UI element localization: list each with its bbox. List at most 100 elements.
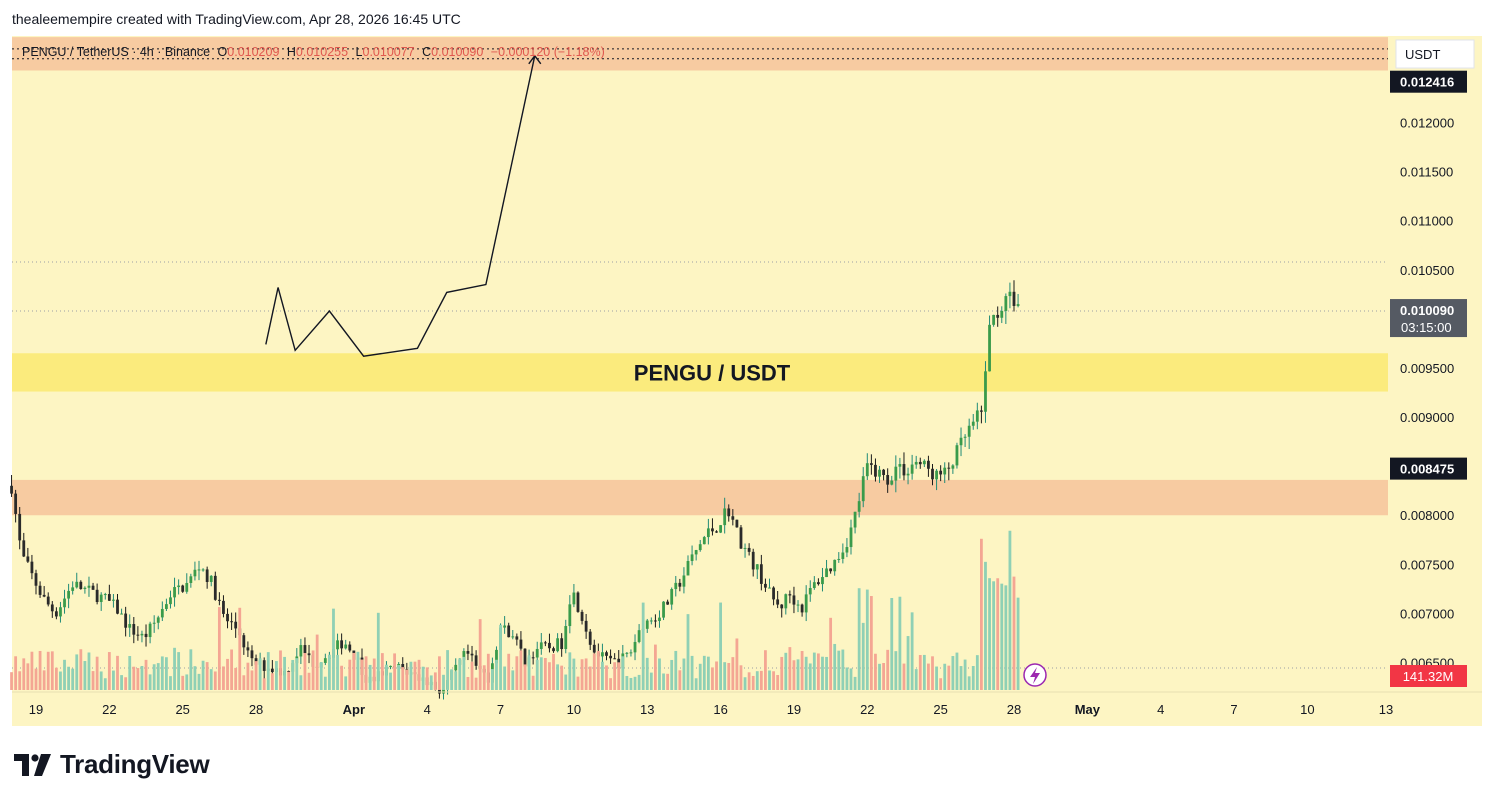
volume-bar	[499, 624, 502, 690]
candle-body	[951, 465, 955, 469]
volume-bar	[201, 660, 205, 690]
candle-body	[804, 594, 808, 613]
candle-body	[539, 642, 543, 649]
candle-body	[140, 633, 144, 636]
candle-body	[768, 587, 771, 589]
volume-bar	[185, 674, 189, 690]
volume-bar	[706, 656, 710, 690]
candle-body	[344, 644, 348, 649]
candle-body	[955, 445, 959, 466]
candle-body	[10, 485, 13, 494]
candle-body	[609, 655, 612, 659]
candle-body	[132, 624, 136, 635]
volume-bar	[886, 649, 890, 690]
volume-bar	[10, 672, 13, 690]
candle-body	[75, 581, 79, 588]
candle-body	[764, 583, 767, 588]
x-tick-label: 13	[640, 702, 654, 717]
candle-body	[939, 470, 943, 475]
candle-body	[160, 608, 164, 618]
volume-bar	[14, 656, 18, 690]
volume-bar	[658, 658, 661, 690]
volume-bar	[352, 652, 356, 690]
volume-bar	[527, 655, 531, 690]
projection-arrowhead	[528, 54, 542, 65]
candle-body	[401, 663, 405, 670]
currency-label: USDT	[1405, 47, 1440, 62]
volume-bar	[242, 675, 246, 690]
volume-bar	[963, 659, 967, 690]
volume-bar	[46, 651, 50, 690]
volume-bar	[197, 673, 201, 690]
candle-body	[507, 625, 511, 638]
volume-bar	[984, 561, 987, 690]
candle-body	[548, 642, 551, 649]
volume-bar	[649, 672, 653, 690]
candle-body	[103, 594, 107, 596]
candle-body	[79, 581, 83, 589]
volume-bar	[319, 661, 323, 690]
volume-bar	[772, 671, 775, 690]
volume-bar	[262, 678, 266, 690]
volume-bar	[50, 651, 54, 690]
volume-bar	[254, 661, 258, 690]
tradingview-logo[interactable]: TradingView	[14, 749, 210, 780]
volume-bar	[258, 658, 262, 690]
candle-body	[808, 588, 812, 595]
candle-body	[694, 550, 698, 555]
candle-body	[849, 527, 853, 548]
candle-body	[438, 689, 441, 694]
price-label-text-2: 0.008475	[1400, 462, 1454, 477]
volume-bar	[511, 670, 515, 690]
volume-bar	[266, 652, 270, 690]
candle-body	[662, 601, 665, 618]
candle-body	[894, 466, 898, 481]
y-tick-label: 0.012000	[1400, 116, 1454, 131]
candle-body	[197, 569, 201, 571]
volume-bar	[971, 666, 975, 690]
volume-bar	[739, 665, 743, 690]
volume-bar	[780, 656, 784, 690]
candle-body	[719, 525, 722, 533]
volume-bar	[401, 667, 405, 690]
volume-bar	[861, 622, 865, 690]
volume-bar	[209, 669, 213, 690]
volume-bar	[1000, 583, 1004, 690]
volume-bar	[270, 673, 274, 690]
candle-body	[230, 621, 233, 623]
volume-bar	[59, 671, 62, 690]
volume-bar	[959, 666, 963, 690]
volume-bar	[213, 671, 217, 690]
candle-body	[209, 575, 213, 582]
candle-body	[861, 476, 865, 502]
volume-bar	[535, 659, 539, 690]
x-tick-label: 22	[860, 702, 874, 717]
candle-body	[727, 508, 731, 517]
candle-body	[874, 464, 877, 477]
volume-bar	[205, 662, 209, 690]
volume-bar	[466, 676, 470, 690]
volume-bar	[878, 663, 881, 690]
candle-body	[984, 371, 987, 412]
volume-bar	[169, 676, 172, 690]
candle-body	[702, 537, 706, 545]
volume-bar	[515, 656, 519, 690]
volume-bar	[723, 662, 727, 690]
candle-body	[107, 594, 111, 601]
volume-bar	[849, 668, 853, 690]
volume-bar	[63, 659, 66, 690]
volume-bar	[943, 663, 947, 690]
candle-body	[992, 314, 996, 325]
candle-body	[336, 640, 339, 650]
candle-body	[38, 585, 42, 595]
candle-body	[796, 604, 800, 606]
candle-body	[882, 469, 885, 476]
volume-bar	[955, 652, 959, 690]
volume-bar	[405, 669, 409, 690]
volume-bar	[421, 666, 425, 690]
candle-body	[943, 467, 947, 475]
candle-body	[54, 611, 58, 617]
candle-body	[914, 461, 918, 465]
x-tick-label: 28	[249, 702, 263, 717]
